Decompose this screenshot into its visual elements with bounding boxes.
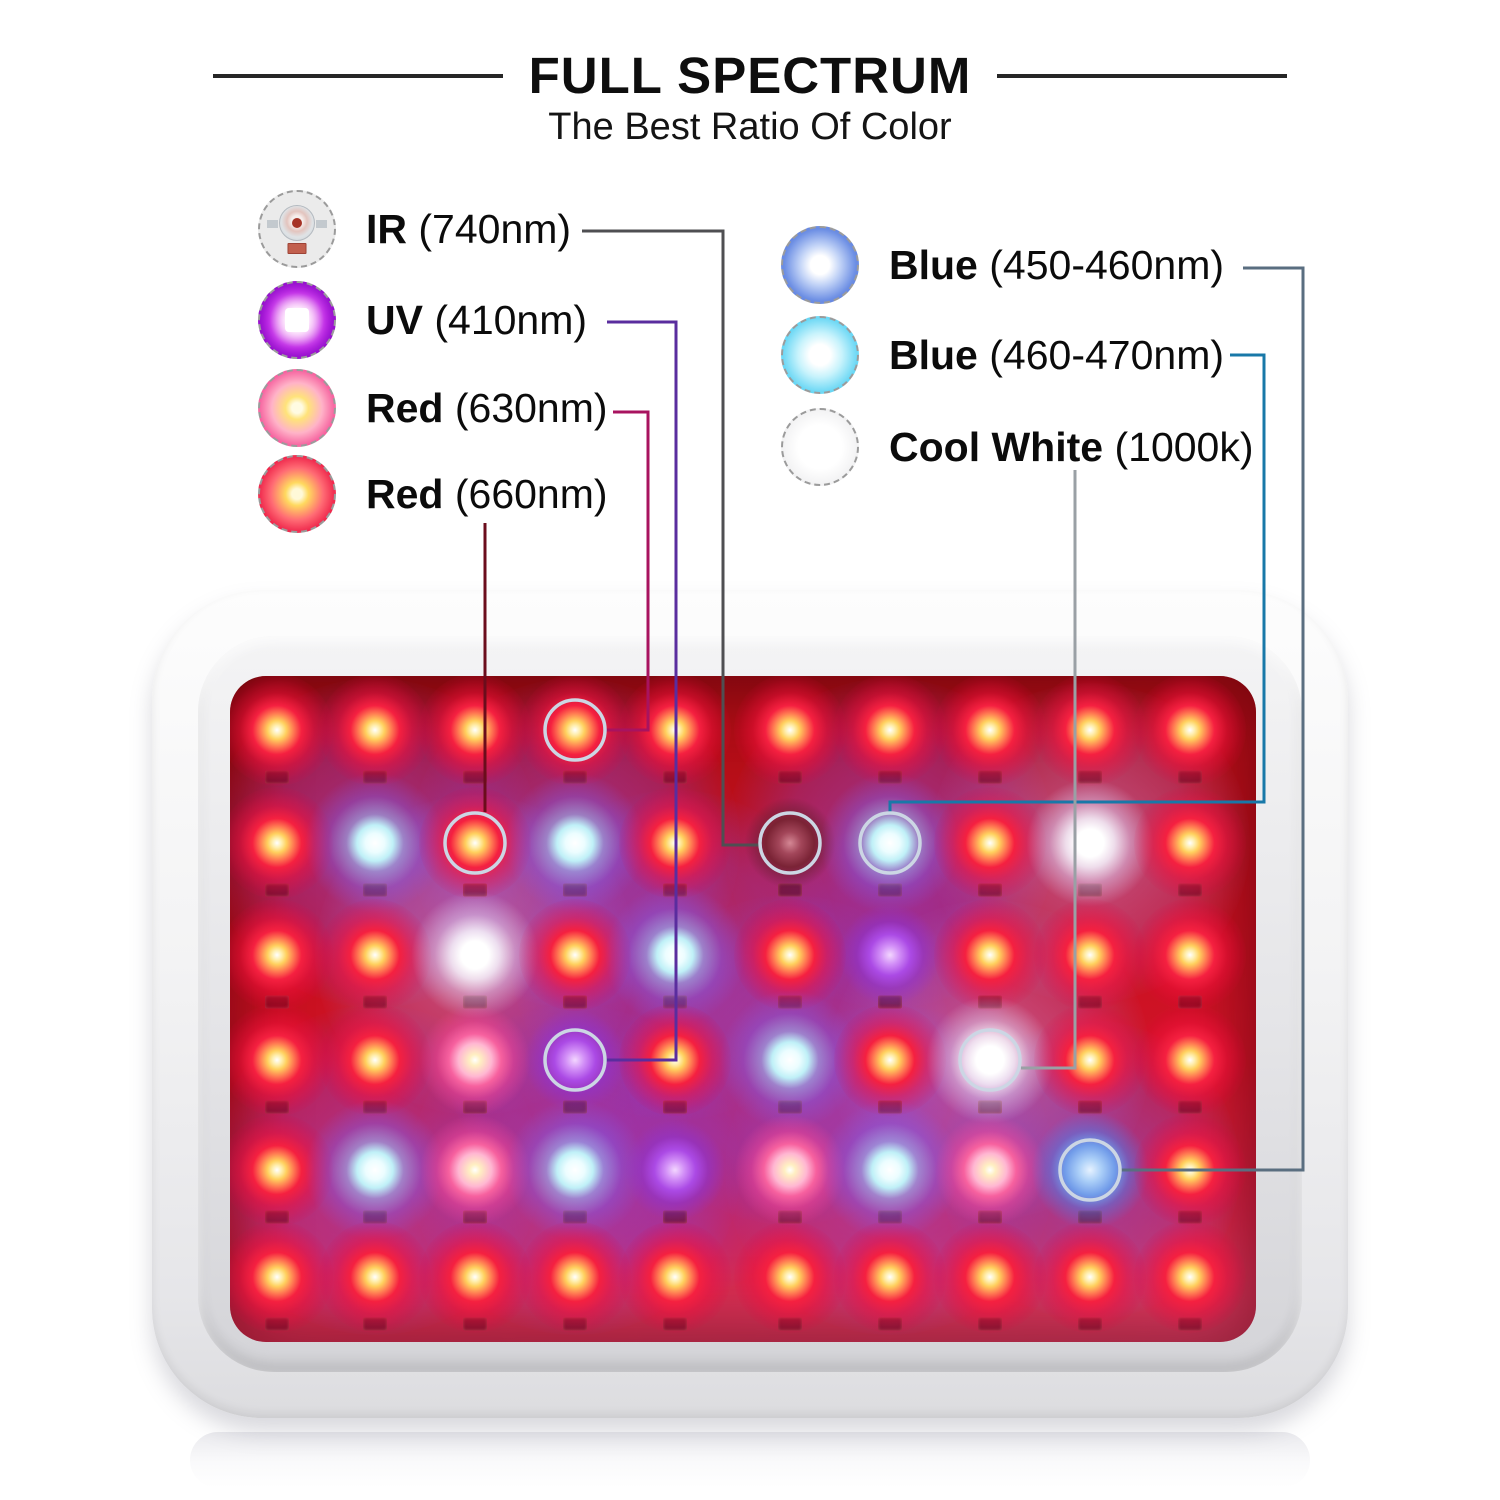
ir-solder-tab-left bbox=[267, 220, 278, 229]
page-subtitle: The Best Ratio Of Color bbox=[548, 106, 952, 148]
ir-unlit-led-swatch bbox=[258, 190, 336, 268]
red-led bbox=[734, 676, 846, 786]
red-led bbox=[1134, 899, 1246, 1011]
red-led bbox=[1134, 1004, 1246, 1116]
red-led bbox=[230, 1221, 333, 1333]
title-rule-right bbox=[997, 73, 1288, 78]
ir-solder-tab-right bbox=[316, 220, 327, 229]
red-led bbox=[934, 676, 1046, 786]
royal-blue-led-swatch bbox=[781, 226, 859, 304]
red-led bbox=[419, 1221, 531, 1333]
title-rule-left bbox=[212, 73, 503, 78]
header: FULL SPECTRUM bbox=[0, 46, 1500, 105]
legend-item-blue470: Blue (460-470nm) bbox=[781, 316, 1224, 394]
legend-item-uv: UV (410nm) bbox=[258, 281, 587, 359]
led-panel-pcb bbox=[230, 676, 1256, 1342]
red-led bbox=[319, 676, 431, 786]
red-led bbox=[519, 1221, 631, 1333]
uv-purple-led bbox=[619, 1114, 731, 1226]
red-led bbox=[619, 1221, 731, 1333]
red-led bbox=[1134, 1221, 1246, 1333]
uv-led-core bbox=[285, 308, 309, 332]
uv-led-swatch bbox=[258, 281, 336, 359]
pink-red-led bbox=[934, 1114, 1046, 1226]
cyan-blue-led-swatch bbox=[781, 316, 859, 394]
red-led bbox=[230, 899, 333, 1011]
red-660-led-swatch bbox=[258, 455, 336, 533]
ir-resistor bbox=[287, 243, 307, 254]
ir-led-chip bbox=[292, 218, 302, 229]
red-led bbox=[1134, 676, 1246, 786]
uv-purple-led bbox=[834, 899, 946, 1011]
legend-label-red660: Red (660nm) bbox=[366, 470, 608, 517]
legend-label-red630: Red (630nm) bbox=[366, 384, 608, 431]
legend-item-red630: Red (630nm) bbox=[258, 369, 608, 447]
red-led bbox=[230, 676, 333, 786]
ir-led-dome bbox=[279, 205, 315, 242]
red-led bbox=[230, 1004, 333, 1116]
legend-label-blue470: Blue (460-470nm) bbox=[889, 331, 1224, 378]
red-led bbox=[1034, 1221, 1146, 1333]
red-led bbox=[419, 676, 531, 786]
legend-item-ir: IR (740nm) bbox=[258, 190, 571, 268]
red-led bbox=[1034, 899, 1146, 1011]
legend-label-coolwhite: Cool White (1000k) bbox=[889, 423, 1254, 470]
legend-label-blue450: Blue (450-460nm) bbox=[889, 241, 1224, 288]
cool-white-led-swatch bbox=[781, 408, 859, 486]
legend-label-uv: UV (410nm) bbox=[366, 296, 588, 343]
red-led bbox=[834, 1221, 946, 1333]
red-led bbox=[1134, 787, 1246, 899]
red-630-led-swatch bbox=[258, 369, 336, 447]
legend-item-blue450: Blue (450-460nm) bbox=[781, 226, 1224, 304]
red-led bbox=[1034, 1004, 1146, 1116]
red-led bbox=[619, 676, 731, 786]
red-led bbox=[1134, 1114, 1246, 1226]
red-led bbox=[734, 1221, 846, 1333]
legend-item-red660: Red (660nm) bbox=[258, 455, 608, 533]
legend-label-ir: IR (740nm) bbox=[366, 205, 572, 252]
page-title: FULL SPECTRUM bbox=[528, 47, 972, 104]
red-led bbox=[319, 1221, 431, 1333]
pink-red-led bbox=[419, 1004, 531, 1116]
legend-item-coolwhite: Cool White (1000k) bbox=[781, 408, 1254, 486]
red-led bbox=[934, 1221, 1046, 1333]
panel-reflection bbox=[190, 1432, 1310, 1488]
